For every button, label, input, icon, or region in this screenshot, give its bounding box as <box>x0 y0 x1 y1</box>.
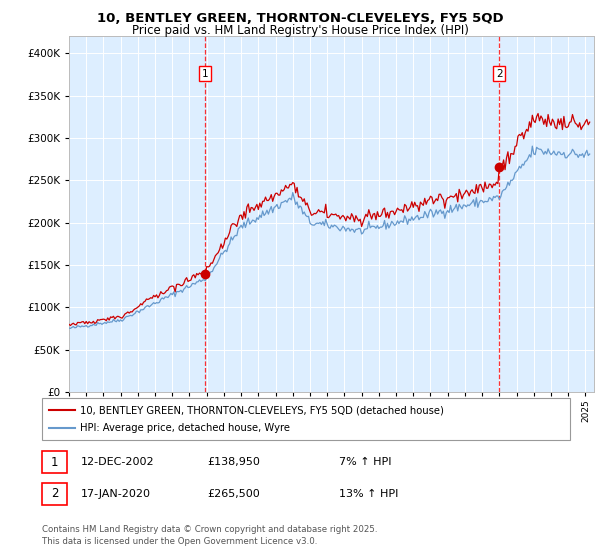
Text: 10, BENTLEY GREEN, THORNTON-CLEVELEYS, FY5 5QD (detached house): 10, BENTLEY GREEN, THORNTON-CLEVELEYS, F… <box>80 405 443 415</box>
Text: 17-JAN-2020: 17-JAN-2020 <box>81 489 151 499</box>
Text: 2: 2 <box>51 487 58 501</box>
Text: Price paid vs. HM Land Registry's House Price Index (HPI): Price paid vs. HM Land Registry's House … <box>131 24 469 36</box>
Text: 2: 2 <box>496 69 503 79</box>
Text: 1: 1 <box>202 69 209 79</box>
Text: 10, BENTLEY GREEN, THORNTON-CLEVELEYS, FY5 5QD: 10, BENTLEY GREEN, THORNTON-CLEVELEYS, F… <box>97 12 503 25</box>
Text: £138,950: £138,950 <box>207 457 260 467</box>
Text: Contains HM Land Registry data © Crown copyright and database right 2025.
This d: Contains HM Land Registry data © Crown c… <box>42 525 377 546</box>
Text: £265,500: £265,500 <box>207 489 260 499</box>
Text: HPI: Average price, detached house, Wyre: HPI: Average price, detached house, Wyre <box>80 423 290 433</box>
Text: 7% ↑ HPI: 7% ↑ HPI <box>339 457 391 467</box>
Text: 12-DEC-2002: 12-DEC-2002 <box>81 457 155 467</box>
Text: 13% ↑ HPI: 13% ↑ HPI <box>339 489 398 499</box>
Text: 1: 1 <box>51 455 58 469</box>
